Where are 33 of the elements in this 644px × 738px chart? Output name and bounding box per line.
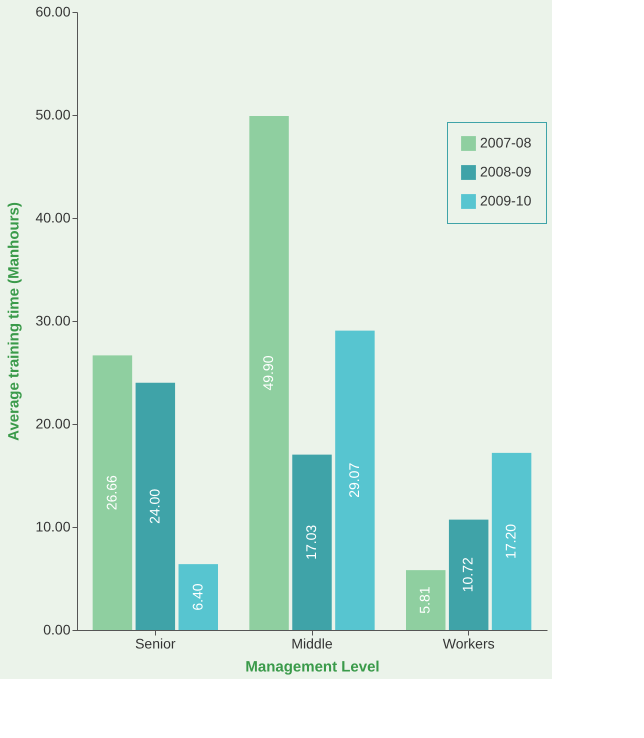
x-tick-label: Senior xyxy=(135,636,176,652)
y-tick-label: 50.00 xyxy=(35,106,71,122)
data-label: 29.07 xyxy=(346,462,362,498)
bar xyxy=(335,330,375,630)
bar xyxy=(406,570,446,630)
data-label: 5.81 xyxy=(416,586,433,614)
y-tick-label: 30.00 xyxy=(35,312,71,328)
data-label: 6.40 xyxy=(189,583,206,611)
x-tick-label: Workers xyxy=(442,636,495,652)
bar xyxy=(92,355,132,630)
y-tick-label: 40.00 xyxy=(35,210,71,226)
y-tick-label: 10.00 xyxy=(35,518,71,534)
y-axis-title: Average training time (Manhours) xyxy=(5,202,22,441)
bar xyxy=(249,116,289,630)
legend-label: 2008-09 xyxy=(480,164,532,180)
legend-label: 2009-10 xyxy=(480,192,532,208)
x-tick-label: Middle xyxy=(291,636,333,652)
data-label: 10.72 xyxy=(460,557,476,592)
data-label: 24.00 xyxy=(146,488,162,524)
y-tick-label: 60.00 xyxy=(35,4,71,20)
bar xyxy=(448,520,488,630)
x-axis-title: Management Level xyxy=(245,658,380,676)
data-label: 17.20 xyxy=(502,524,519,559)
bar xyxy=(178,564,218,630)
bar xyxy=(492,452,532,630)
y-tick-label: 20.00 xyxy=(35,416,71,432)
bar xyxy=(136,382,176,630)
data-label: 49.90 xyxy=(260,355,276,391)
legend-label: 2007-08 xyxy=(480,134,532,150)
data-label: 17.03 xyxy=(303,524,319,560)
y-tick-label: 0.00 xyxy=(43,622,71,638)
bar xyxy=(292,454,332,630)
data-label: 26.66 xyxy=(103,474,120,510)
